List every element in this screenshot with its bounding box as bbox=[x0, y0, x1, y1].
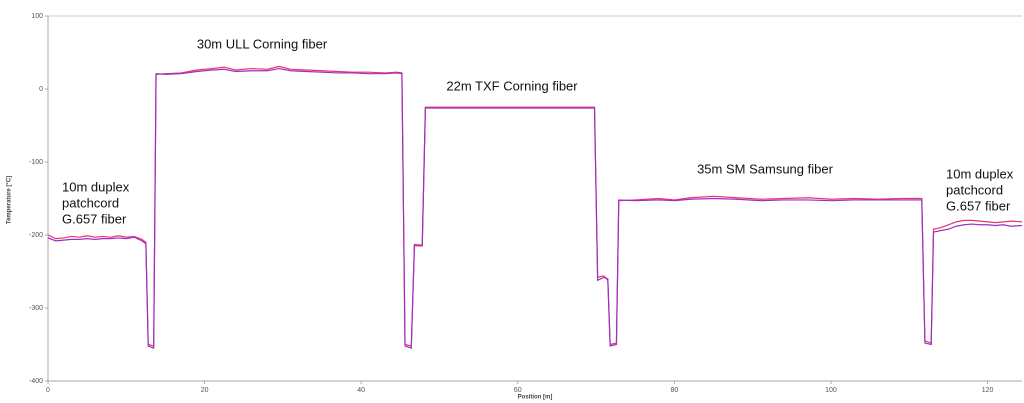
annotation: 22m TXF Corning fiber bbox=[446, 78, 578, 93]
y-tick-label: 0 bbox=[39, 86, 43, 93]
annotation: patchcord bbox=[62, 195, 119, 210]
annotation: G.657 fiber bbox=[62, 211, 127, 226]
x-axis-title: Position [m] bbox=[518, 395, 553, 401]
annotation: 30m ULL Corning fiber bbox=[197, 36, 328, 51]
x-tick-label: 0 bbox=[46, 387, 50, 394]
y-tick-label: -400 bbox=[29, 378, 43, 385]
x-tick-label: 100 bbox=[825, 387, 837, 394]
annotation: 10m duplex bbox=[62, 179, 130, 194]
annotation: G.657 fiber bbox=[946, 198, 1011, 213]
x-tick-label: 60 bbox=[514, 387, 522, 394]
y-tick-label: 100 bbox=[31, 13, 43, 20]
x-tick-label: 80 bbox=[670, 387, 678, 394]
annotation: 10m duplex bbox=[946, 166, 1014, 181]
y-axis-title: Temperature [°C] bbox=[7, 176, 13, 224]
x-tick-label: 20 bbox=[201, 387, 209, 394]
y-tick-label: -100 bbox=[29, 159, 43, 166]
x-tick-label: 40 bbox=[357, 387, 365, 394]
y-tick-label: -300 bbox=[29, 305, 43, 312]
data-line bbox=[47, 67, 1023, 350]
annotation: patchcord bbox=[946, 182, 1003, 197]
y-tick-label: -200 bbox=[29, 232, 43, 239]
x-tick-label: 120 bbox=[982, 387, 994, 394]
annotation: 35m SM Samsung fiber bbox=[697, 161, 834, 176]
